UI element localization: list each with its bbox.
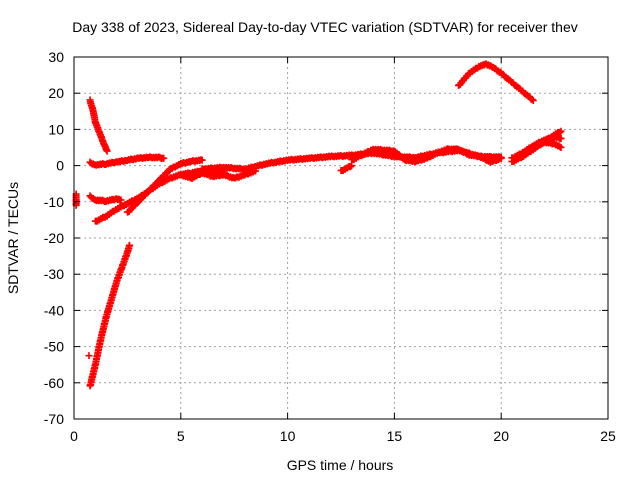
series-short-decline <box>86 96 111 155</box>
data-point <box>117 196 125 204</box>
x-tick-label: 15 <box>387 428 403 444</box>
data-points <box>72 60 565 390</box>
y-tick-label: -60 <box>44 375 64 391</box>
series-late-rise-c <box>519 138 565 156</box>
x-tick-label: 10 <box>280 428 296 444</box>
series-arc <box>454 60 537 104</box>
x-tick-label: 0 <box>70 428 78 444</box>
axis-ticks: 0 5 10 15 20 25 -70 -60 -50 -40 -30 -20 -10 0 10 20 30 <box>44 49 616 444</box>
data-point <box>497 154 505 162</box>
series-minus-nine <box>86 192 125 206</box>
data-point <box>126 241 134 249</box>
y-axis-label: SDTVAR / TECUs <box>5 182 21 294</box>
data-point <box>347 163 355 171</box>
data-point <box>160 154 168 162</box>
y-tick-label: -20 <box>44 230 64 246</box>
y-tick-label: -10 <box>44 194 64 210</box>
series-steep-rise <box>86 241 134 390</box>
series-mid-lower <box>177 167 260 182</box>
data-point <box>103 147 111 155</box>
series-evening <box>348 145 505 166</box>
y-tick-label: -70 <box>44 411 64 427</box>
x-axis-label: GPS time / hours <box>287 457 394 473</box>
data-point <box>529 96 537 104</box>
series-dip <box>337 162 356 174</box>
data-point <box>556 128 564 136</box>
data-point <box>85 352 93 360</box>
y-tick-label: 20 <box>48 85 64 101</box>
y-tick-label: 30 <box>48 49 64 65</box>
series-early-flat <box>86 153 168 169</box>
chart-title: Day 338 of 2023, Sidereal Day-to-day VTE… <box>72 19 578 35</box>
x-tick-label: 20 <box>493 428 509 444</box>
data-point <box>198 156 206 164</box>
series-left-edge <box>72 190 80 209</box>
data-point <box>557 134 565 142</box>
x-tick-label: 5 <box>177 428 185 444</box>
data-point <box>557 127 565 135</box>
y-tick-label: -40 <box>44 302 64 318</box>
data-point <box>348 162 356 170</box>
data-point <box>528 95 536 103</box>
y-tick-label: 0 <box>56 158 64 174</box>
y-tick-label: -50 <box>44 339 64 355</box>
data-point <box>557 144 565 151</box>
grid <box>74 57 608 419</box>
x-tick-label: 25 <box>600 428 616 444</box>
series-isolated <box>85 352 93 360</box>
y-tick-label: 10 <box>48 121 64 137</box>
y-tick-label: -30 <box>44 266 64 282</box>
